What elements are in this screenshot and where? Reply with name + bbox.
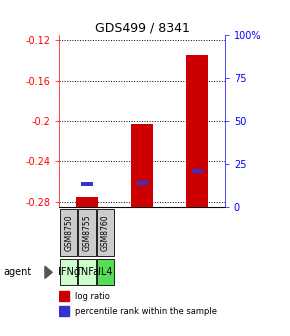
Text: IFNg: IFNg [58, 267, 80, 277]
Bar [137, 181, 148, 185]
Text: GSM8755: GSM8755 [82, 214, 92, 251]
Bar [81, 182, 93, 186]
Text: GSM8750: GSM8750 [64, 214, 73, 251]
Bar [78, 209, 96, 256]
Text: log ratio: log ratio [75, 292, 110, 301]
Text: agent: agent [3, 267, 31, 277]
Text: GSM8760: GSM8760 [101, 214, 110, 251]
Bar [131, 124, 153, 207]
Text: TNFa: TNFa [75, 267, 99, 277]
Text: percentile rank within the sample: percentile rank within the sample [75, 307, 217, 316]
Bar [97, 259, 114, 286]
Bar [97, 209, 114, 256]
Bar [186, 55, 208, 207]
Bar [59, 291, 68, 301]
Bar [78, 259, 96, 286]
Bar [59, 306, 68, 316]
Polygon shape [45, 266, 52, 278]
Bar [192, 169, 203, 173]
Text: IL4: IL4 [98, 267, 113, 277]
Bar [60, 209, 77, 256]
Bar [76, 197, 98, 207]
Title: GDS499 / 8341: GDS499 / 8341 [95, 21, 190, 34]
Bar [60, 259, 77, 286]
